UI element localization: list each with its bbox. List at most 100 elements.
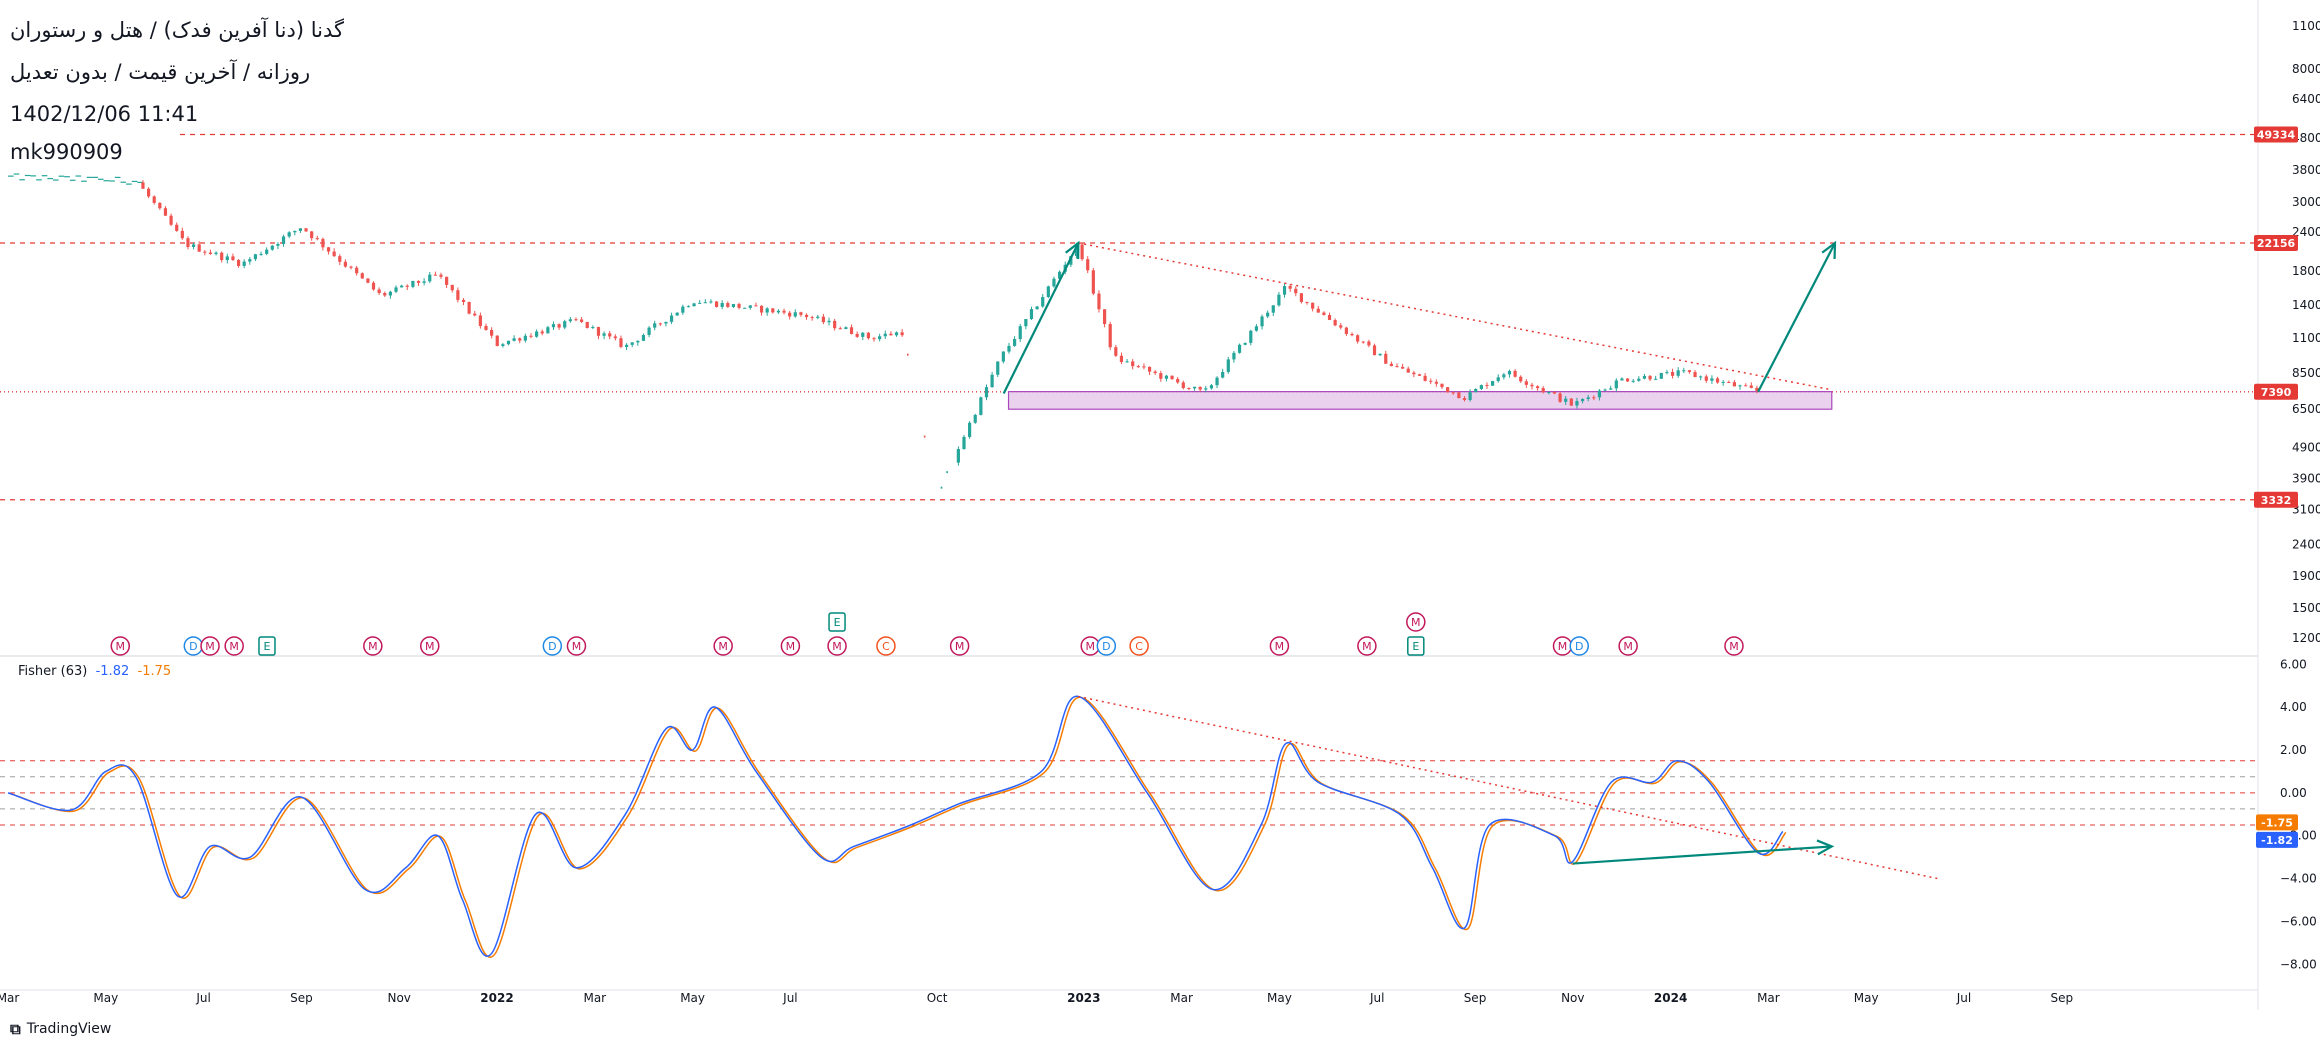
price-candle	[1434, 381, 1438, 384]
price-candle	[242, 261, 246, 266]
price-candle	[180, 230, 184, 239]
price-candle	[1721, 381, 1725, 383]
price-candle	[1687, 370, 1692, 373]
event-marker-icon	[876, 636, 896, 656]
divergence-arrow-head	[1816, 839, 1835, 856]
price-candle	[996, 361, 1000, 375]
price-candle	[872, 338, 876, 340]
time-tick-label: 2024	[1654, 991, 1687, 1005]
price-tick-label: 14000	[2292, 298, 2320, 312]
price-candle	[737, 303, 741, 308]
indicator-legend[interactable]: Fisher (63) -1.82 -1.75	[18, 664, 171, 679]
price-candle	[1102, 309, 1107, 325]
price-candle	[675, 312, 679, 316]
price-candle	[1057, 271, 1062, 279]
price-candle	[759, 305, 764, 313]
price-candle	[619, 338, 623, 347]
price-candle	[1114, 347, 1118, 356]
trend-arrow-up-head	[1065, 240, 1080, 259]
price-candle	[726, 303, 730, 308]
price-candle	[878, 336, 882, 340]
price-candle	[816, 316, 820, 318]
price-candle	[281, 236, 286, 244]
price-candle	[574, 319, 578, 321]
event-marker-letter: M	[786, 640, 796, 653]
price-candle	[1305, 301, 1309, 303]
price-candle	[630, 342, 634, 345]
price-candle	[1552, 392, 1557, 394]
price-candle	[900, 332, 904, 336]
price-candle	[1541, 388, 1545, 393]
price-candle	[1046, 286, 1050, 298]
price-candle	[1356, 335, 1360, 342]
price-candle	[1479, 385, 1483, 390]
fisher-value-label: -1.82	[2261, 834, 2293, 847]
time-tick-label: Nov	[1561, 991, 1584, 1005]
price-candle	[501, 344, 505, 347]
event-marker-letter: D	[1102, 640, 1110, 653]
price-candle	[793, 312, 797, 317]
price-candle	[445, 276, 449, 285]
time-tick-label: 2023	[1067, 991, 1100, 1005]
price-trendline	[1078, 242, 1832, 391]
price-candle	[923, 435, 926, 438]
price-candle	[1029, 309, 1034, 320]
event-marker-letter: M	[1362, 640, 1372, 653]
price-candle	[821, 316, 826, 323]
chart-title: گدنا (دنا آفرین فدک) / هتل و رستوران	[10, 18, 344, 42]
price-candle	[613, 336, 617, 339]
price-candle	[371, 282, 376, 290]
fisher-line	[7, 695, 1784, 957]
price-level-tag	[2254, 126, 2298, 143]
price-tick-label: 18000	[2292, 264, 2320, 278]
event-marker-letter: M	[425, 640, 435, 653]
time-tick-label: Sep	[1464, 991, 1487, 1005]
price-candle	[1474, 389, 1478, 393]
event-marker-letter: M	[1623, 640, 1633, 653]
price-candle	[861, 332, 865, 337]
event-marker-icon	[363, 636, 383, 656]
tradingview-brand[interactable]: ⧉ TradingView	[10, 1020, 111, 1038]
event-marker-letter: D	[548, 640, 556, 653]
price-candle	[799, 312, 803, 315]
brand-name: TradingView	[26, 1021, 112, 1037]
price-candle	[1147, 366, 1152, 372]
price-candle	[310, 231, 314, 239]
fisher-trigger-line	[10, 696, 1787, 958]
price-candle	[1024, 319, 1028, 327]
price-candle	[557, 324, 561, 328]
price-candle	[208, 252, 213, 255]
price-candle	[490, 330, 494, 336]
price-candle	[1237, 344, 1242, 353]
event-marker-letter: M	[1275, 640, 1285, 653]
event-marker-icon	[1269, 636, 1290, 656]
event-earnings-icon	[828, 612, 846, 632]
price-candle	[1682, 370, 1686, 372]
price-candle	[1035, 306, 1039, 310]
price-candle	[163, 208, 168, 216]
price-candle	[1423, 375, 1427, 381]
price-candle	[1299, 293, 1304, 302]
price-candle	[1457, 392, 1461, 399]
price-candle	[1625, 378, 1630, 382]
price-tick-label: 110000	[2292, 19, 2320, 33]
price-candle	[366, 278, 370, 283]
price-candle	[765, 308, 769, 313]
time-tick-label: Mar	[1170, 991, 1193, 1005]
price-candle	[709, 301, 713, 303]
event-marker-letter: M	[116, 640, 126, 653]
price-candle	[681, 306, 685, 313]
price-candle	[1176, 379, 1180, 383]
price-candle	[512, 338, 516, 341]
price-candle	[585, 321, 589, 328]
event-marker-letter: M	[572, 640, 582, 653]
price-candle	[1221, 371, 1225, 378]
price-candle	[731, 303, 736, 308]
price-candle	[1609, 388, 1613, 390]
price-candle	[1153, 371, 1157, 374]
price-level-tag	[2254, 234, 2298, 251]
price-candle	[326, 247, 331, 252]
price-candle	[1226, 359, 1230, 372]
event-marker-letter: E	[834, 616, 841, 629]
